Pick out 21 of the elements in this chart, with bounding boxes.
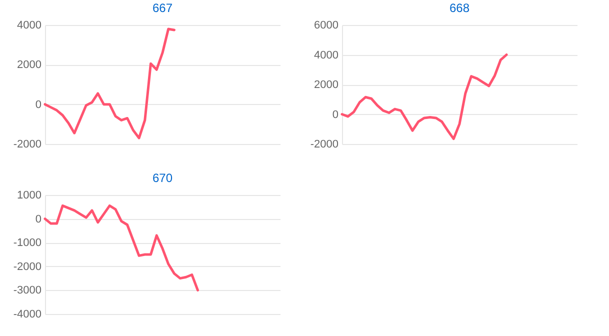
y-tick-label: 0 [35, 213, 42, 226]
chart-title: 668 [449, 1, 470, 15]
y-tick-label: 0 [35, 98, 42, 111]
y-tick-label: -2000 [310, 138, 338, 150]
y-tick-label: 0 [332, 108, 338, 121]
y-tick-label: -2000 [13, 260, 42, 273]
chart-title: 667 [152, 1, 173, 15]
chart-title: 670 [152, 171, 173, 185]
y-tick-label: -1000 [13, 237, 42, 250]
y-tick-label: 6000 [314, 20, 338, 32]
y-tick-label: -3000 [13, 284, 42, 297]
y-tick-label: -4000 [13, 308, 42, 320]
y-tick-label: 4000 [17, 20, 42, 32]
y-tick-label: 2000 [17, 59, 42, 72]
y-tick-label: 2000 [314, 79, 338, 91]
line-series [44, 204, 199, 292]
y-tick-label: 1000 [17, 190, 42, 202]
y-tick-label: 4000 [314, 49, 338, 62]
line-series [44, 28, 176, 140]
line-series [340, 54, 508, 140]
y-tick-label: -2000 [13, 138, 42, 150]
